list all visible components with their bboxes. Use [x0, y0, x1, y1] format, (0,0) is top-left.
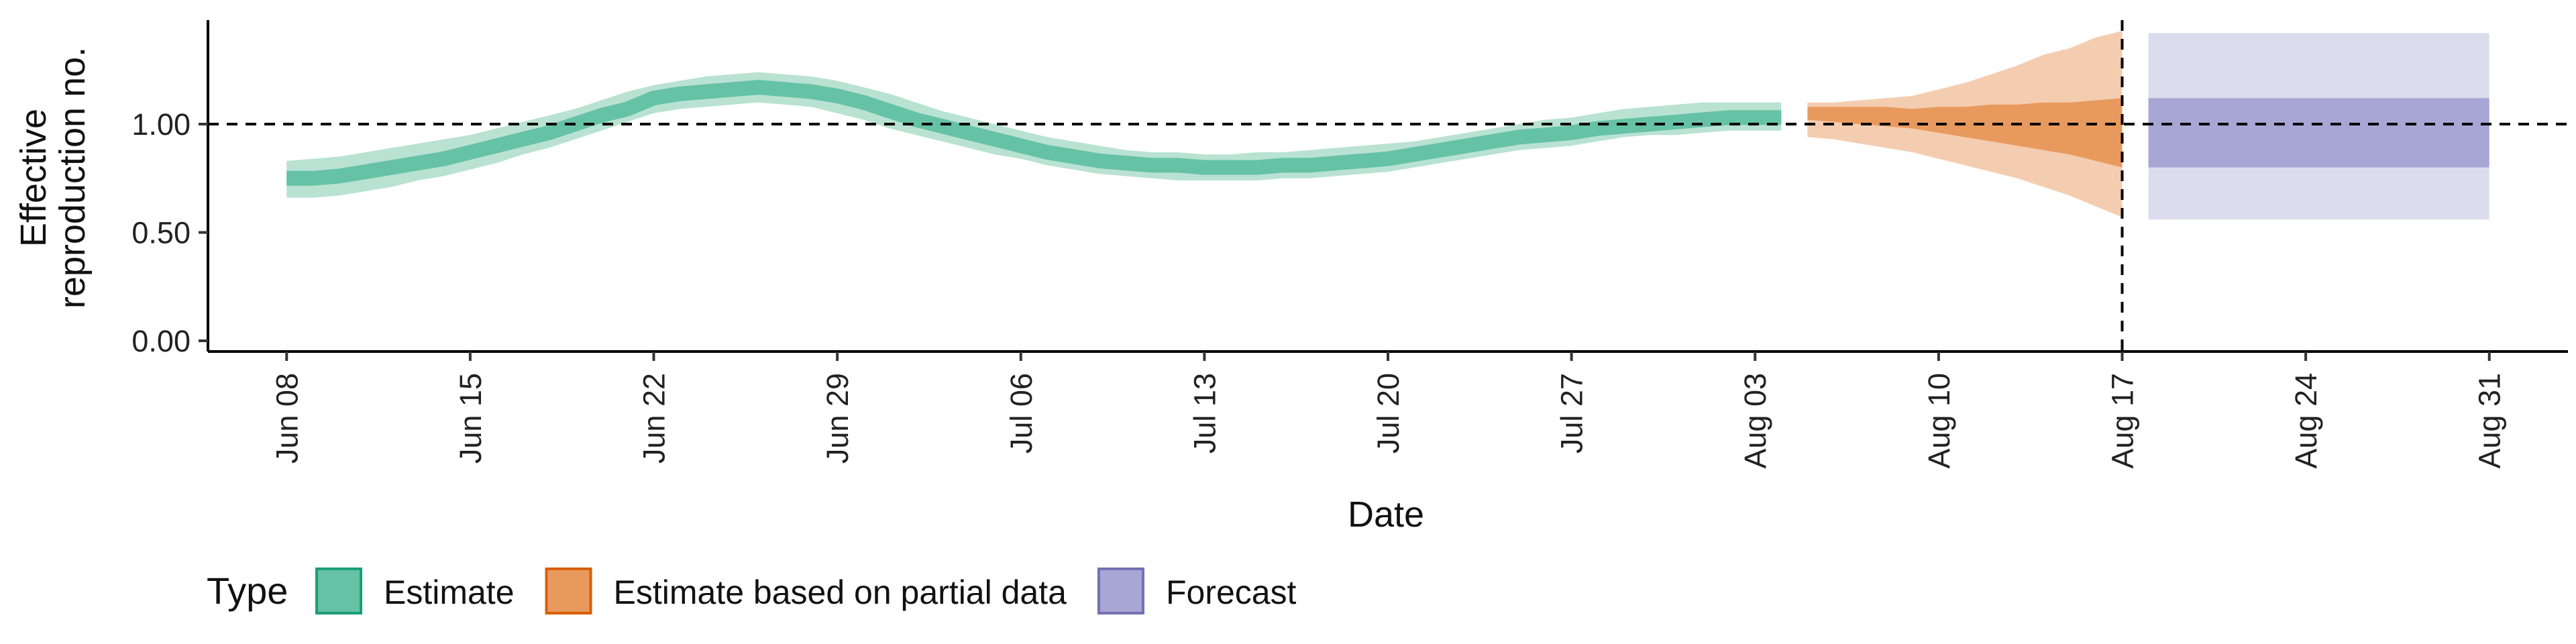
x-tick-label: Aug 17 [2105, 373, 2139, 469]
estimate-median-line [286, 80, 1782, 186]
y-tick-label: 0.50 [131, 216, 191, 250]
legend-title: Type [207, 570, 288, 612]
y-axis-title-line: Effective [13, 109, 54, 247]
y-tick-label: 1.00 [131, 107, 191, 142]
x-tick-label: Jun 29 [820, 373, 855, 464]
x-tick-label: Aug 31 [2473, 373, 2507, 469]
x-tick-label: Jul 06 [1004, 373, 1038, 453]
legend-swatch-estimate-based-on-partial-data [545, 568, 592, 614]
legend-swatch-estimate [315, 568, 362, 614]
legend-label-forecast: Forecast [1166, 574, 1297, 611]
x-tick-label: Jun 08 [270, 373, 304, 464]
x-tick-label: Aug 24 [2289, 373, 2323, 469]
legend-label-estimate: Estimate [384, 574, 515, 611]
x-tick-label: Aug 03 [1738, 373, 1772, 469]
median-lines-layer [286, 80, 1782, 186]
y-tick-label: 0.00 [131, 324, 191, 358]
legend-label-estimate-based-on-partial-data: Estimate based on partial data [614, 574, 1067, 611]
forecast-ribbon-50 [2148, 98, 2489, 168]
x-tick-label: Jul 13 [1187, 373, 1222, 453]
y-ticks: 0.00 0.50 1.00 [131, 107, 208, 358]
x-axis-title: Date [1348, 494, 1424, 535]
legend: Type Estimate Estimate based on partial da… [207, 568, 1297, 614]
x-ticks: Jun 08 Jun 15 Jun 22 Jun 29 Jul 06 Jul 13 Jul … [270, 352, 2507, 469]
legend-swatch-forecast [1097, 568, 1144, 614]
estimate-based-on-partial-data-ribbon-50 [1807, 98, 2123, 168]
x-tick-label: Jul 20 [1371, 373, 1405, 453]
x-tick-label: Jun 22 [637, 373, 672, 464]
ribbons-layer [286, 31, 2489, 220]
x-tick-label: Jul 27 [1555, 373, 1589, 453]
y-axis-title-line: reproduction no. [52, 47, 93, 309]
x-tick-label: Jun 15 [453, 373, 488, 464]
x-tick-label: Aug 10 [1922, 373, 1956, 469]
